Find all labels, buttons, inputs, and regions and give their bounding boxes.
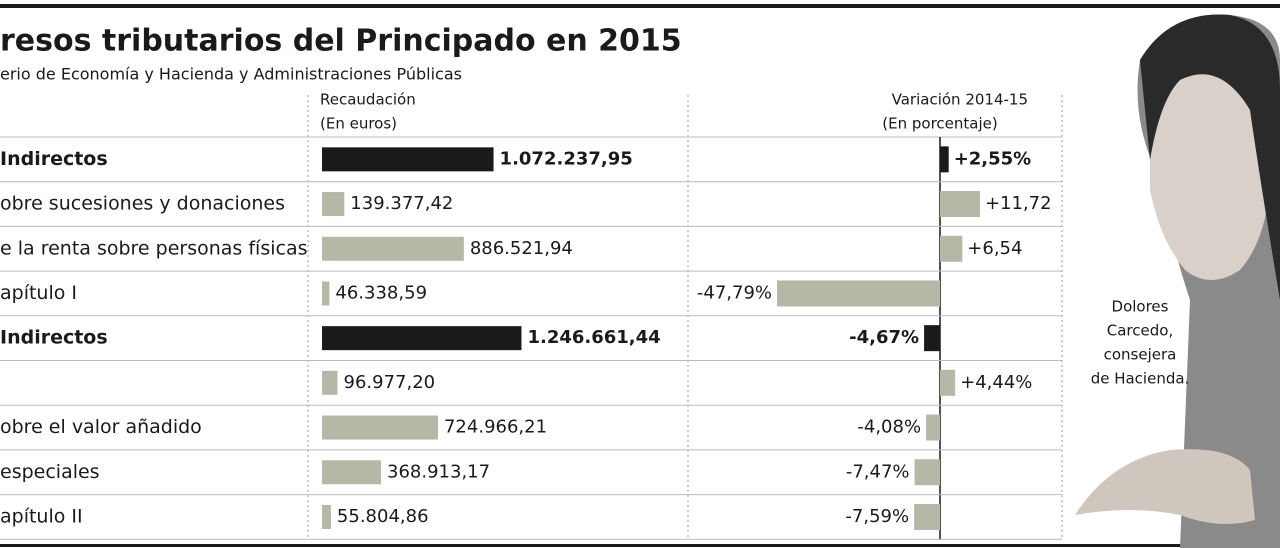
collection-bar xyxy=(322,326,522,351)
change-bar xyxy=(940,235,963,262)
collection-bar xyxy=(322,236,464,261)
caption-line: Carcedo, xyxy=(1107,322,1173,340)
top-rule xyxy=(0,4,1280,8)
collection-bar xyxy=(322,370,338,395)
change-label: +6,54 xyxy=(967,238,1022,259)
collection-bar xyxy=(322,192,345,217)
row-label: obre el valor añadido xyxy=(0,416,202,438)
row-label: apítulo II xyxy=(0,505,83,527)
portrait xyxy=(1075,14,1280,548)
collection-bar xyxy=(322,281,330,306)
change-label: +4,44% xyxy=(960,372,1032,393)
collection-label: 1.246.661,44 xyxy=(527,327,660,348)
row-label: Indirectos xyxy=(0,148,108,170)
change-label: +2,55% xyxy=(954,148,1032,169)
change-label: -4,08% xyxy=(857,417,921,438)
change-bar xyxy=(914,503,940,530)
change-label: -7,59% xyxy=(845,506,909,527)
row-label: apítulo I xyxy=(0,282,77,304)
title: resos tributarios del Principado en 2015 xyxy=(0,24,682,59)
row-label: especiales xyxy=(0,461,100,483)
caption-line: Dolores xyxy=(1112,298,1169,316)
column-header: Recaudación xyxy=(320,91,416,109)
change-bar xyxy=(940,191,980,218)
change-label: -4,67% xyxy=(849,327,919,348)
bottom-rule xyxy=(0,544,1280,547)
table: Indirectos 1.072.237,95 +2,55% obre sucesio… xyxy=(0,136,1062,540)
column-header: Variación 2014-15 xyxy=(892,91,1028,109)
collection-bar xyxy=(322,415,438,440)
collection-label: 368.913,17 xyxy=(387,461,490,482)
change-label: +11,72 xyxy=(985,193,1052,214)
change-bar xyxy=(914,459,940,486)
collection-label: 46.338,59 xyxy=(335,282,427,303)
caption-line: de Hacienda. xyxy=(1091,370,1190,388)
change-label: -7,47% xyxy=(846,461,910,482)
collection-label: 55.804,86 xyxy=(337,506,429,527)
change-bar xyxy=(940,146,949,173)
collection-label: 724.966,21 xyxy=(444,417,547,438)
change-bar xyxy=(926,414,940,441)
collection-label: 1.072.237,95 xyxy=(500,148,633,169)
change-label: -47,79% xyxy=(697,282,772,303)
row-label: e la renta sobre personas físicas xyxy=(0,237,308,259)
caption-line: consejera xyxy=(1104,346,1177,364)
column-unit: (En porcentaje) xyxy=(882,115,997,133)
collection-bar xyxy=(322,147,494,172)
row-label: obre sucesiones y donaciones xyxy=(0,193,285,215)
change-bar xyxy=(924,325,940,352)
collection-label: 139.377,42 xyxy=(350,193,453,214)
column-unit: (En euros) xyxy=(320,115,397,133)
collection-label: 886.521,94 xyxy=(470,238,573,259)
change-bar xyxy=(940,369,956,396)
subtitle: erio de Economía y Hacienda y Administra… xyxy=(0,65,462,84)
collection-label: 96.977,20 xyxy=(344,372,436,393)
row-label: Indirectos xyxy=(0,327,108,349)
collection-bar xyxy=(322,504,331,529)
change-bar xyxy=(777,280,940,307)
caption: Dolores Carcedo, consejera de Hacienda. xyxy=(1091,298,1190,388)
collection-bar xyxy=(322,460,382,485)
